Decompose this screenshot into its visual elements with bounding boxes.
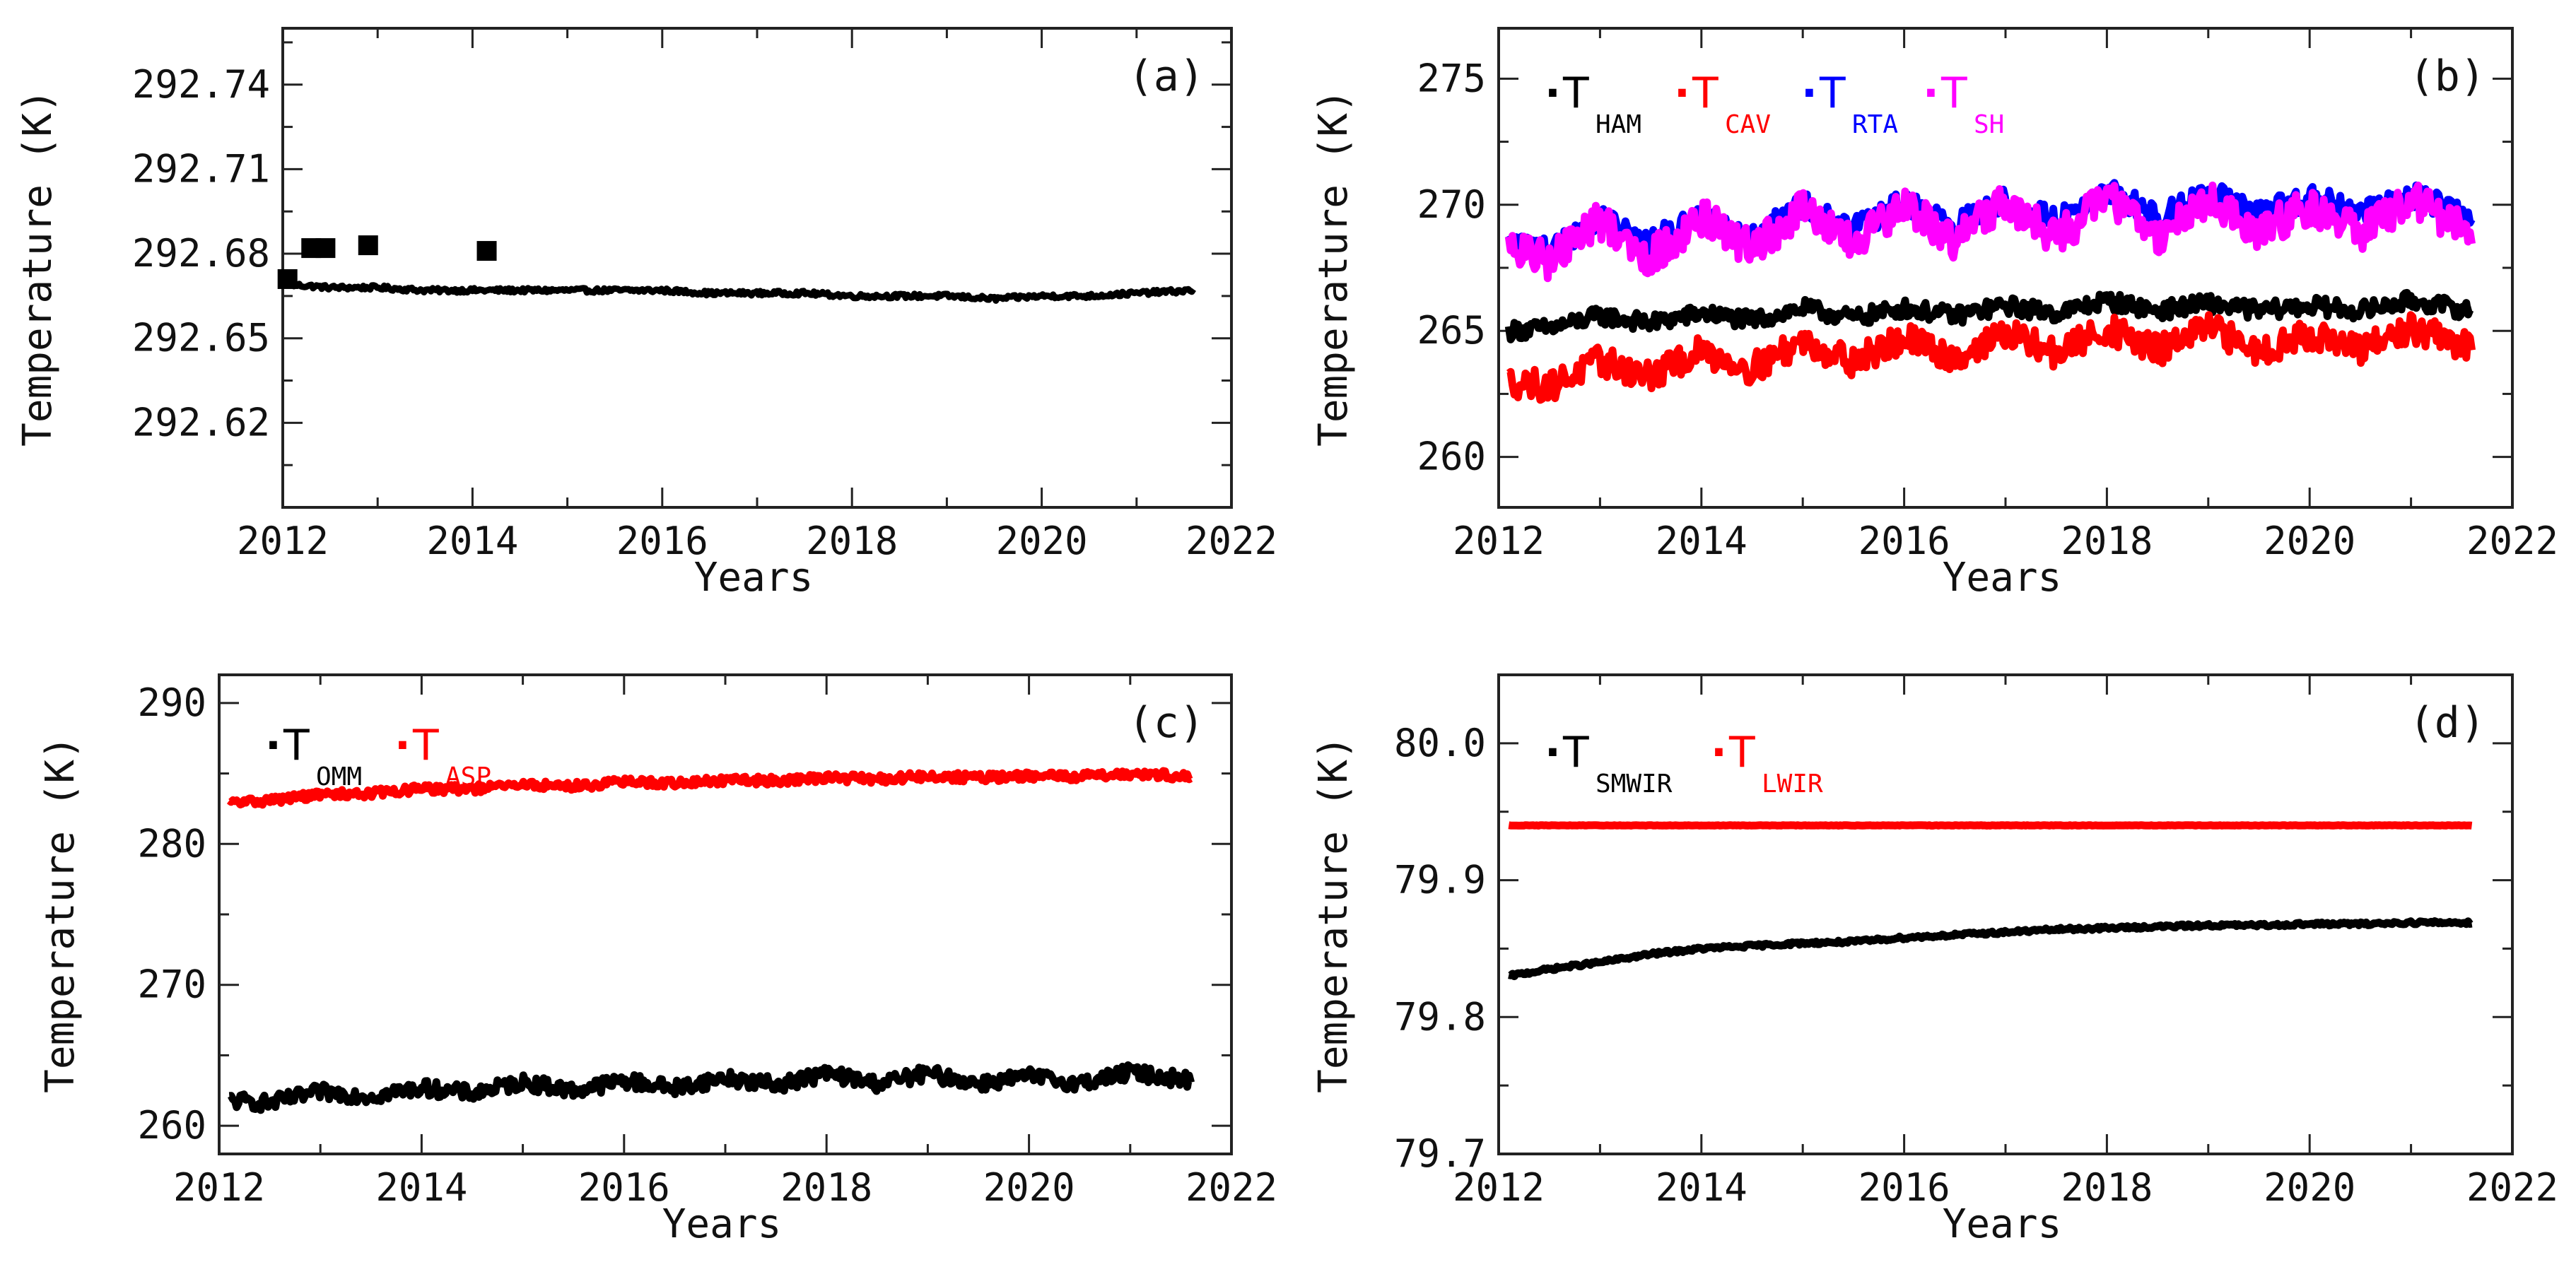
panel-c: 2012 2014 2016 2018 2020 2022 260 270 280 290 Year… (37, 673, 1277, 1247)
x-tick-label: 2020 (2264, 1165, 2355, 1210)
x-tick-label: 2014 (426, 519, 518, 563)
legend-subscript: SH (1974, 110, 2004, 139)
x-tick-label: 2012 (237, 519, 329, 563)
x-axis-title: Years (1943, 555, 2062, 601)
y-tick-label: 280 (137, 821, 206, 866)
plot-frame (1497, 673, 2514, 1155)
legend-label: T (1692, 69, 1719, 118)
data-point (476, 241, 497, 261)
series-line (1506, 311, 2476, 404)
data-point (315, 238, 336, 259)
panel-label: (c) (1128, 698, 1205, 748)
legend-marker: · (265, 721, 281, 770)
x-tick-label: 2014 (1656, 1165, 1747, 1210)
panel-b: 2012 2014 2016 2018 2020 2022 260 265 270 275 Year… (1311, 27, 2558, 601)
y-axis-title: Temperature (K) (15, 89, 61, 447)
legend-marker: · (1545, 728, 1561, 777)
y-tick-label: 292.65 (132, 316, 270, 360)
y-tick-label: 292.74 (132, 62, 270, 107)
panel-label: (b) (2409, 52, 2486, 101)
legend-subscript: RTA (1852, 110, 1898, 139)
panel-label: (d) (2409, 698, 2486, 748)
x-tick-label: 2020 (983, 1165, 1075, 1210)
y-tick-label: 292.62 (132, 400, 270, 444)
y-tick-label: 260 (1417, 435, 1486, 479)
y-tick-label: 79.7 (1394, 1131, 1486, 1176)
y-tick-label: 292.71 (132, 146, 270, 191)
legend-marker: · (1545, 69, 1561, 118)
y-axis-title: Temperature (K) (37, 736, 83, 1093)
x-tick-label: 2022 (2466, 519, 2558, 563)
data-point (358, 235, 378, 256)
legend-label: T (1819, 69, 1846, 118)
x-tick-label: 2016 (578, 1165, 670, 1210)
x-tick-label: 2014 (1656, 519, 1747, 563)
y-tick-label: 260 (137, 1103, 206, 1148)
data-point (277, 269, 298, 289)
y-tick-label: 270 (137, 962, 206, 1007)
series-line (1504, 181, 2476, 283)
y-axis-title: Temperature (K) (1311, 89, 1357, 447)
legend-label: T (1728, 728, 1755, 777)
series-line (1506, 821, 2474, 830)
x-tick-label: 2012 (1453, 519, 1545, 563)
x-tick-label: 2018 (2061, 519, 2153, 563)
legend-marker: · (1923, 69, 1939, 118)
legend-subscript: HAM (1596, 110, 1641, 139)
x-tick-label: 2012 (1453, 1165, 1545, 1210)
x-tick-label: 2016 (616, 519, 708, 563)
legend-label: T (412, 721, 439, 770)
x-axis-title: Years (1943, 1201, 2062, 1247)
x-tick-label: 2018 (2061, 1165, 2153, 1210)
x-tick-label: 2012 (173, 1165, 265, 1210)
x-tick-label: 2018 (780, 1165, 872, 1210)
legend-label: T (283, 721, 310, 770)
x-tick-label: 2016 (1858, 1165, 1950, 1210)
legend-subscript: CAV (1725, 110, 1771, 139)
x-tick-label: 2020 (2264, 519, 2355, 563)
y-tick-label: 79.9 (1394, 858, 1486, 902)
series-line (226, 767, 1193, 809)
legend-subscript: LWIR (1762, 770, 1823, 798)
x-axis-title: Years (694, 555, 814, 601)
x-tick-label: 2014 (375, 1165, 467, 1210)
x-tick-label: 2022 (1185, 1165, 1277, 1210)
legend-label: T (1940, 69, 1967, 118)
x-tick-label: 2020 (996, 519, 1088, 563)
y-tick-label: 270 (1417, 182, 1486, 227)
x-tick-label: 2018 (806, 519, 898, 563)
legend-marker: · (1674, 69, 1690, 118)
legend-label: T (1562, 69, 1589, 118)
panel-d: 2012 2014 2016 2018 2020 2022 79.7 79.8 79.9 80.0… (1311, 673, 2558, 1247)
y-tick-label: 265 (1417, 308, 1486, 353)
series-line (289, 281, 1197, 304)
legend-subscript: ASP (445, 762, 491, 791)
series-line (1506, 917, 2474, 981)
y-tick-label: 80.0 (1394, 721, 1486, 765)
panel-a: 2012 2014 2016 2018 2020 2022 292.62 292.65 292.… (15, 27, 1277, 601)
series-line (1504, 288, 2474, 343)
x-tick-label: 2016 (1858, 519, 1950, 563)
y-tick-label: 292.68 (132, 231, 270, 276)
legend-label: T (1562, 728, 1589, 777)
legend-subscript: SMWIR (1596, 770, 1673, 798)
legend-marker: · (1801, 69, 1817, 118)
series-line (227, 1061, 1195, 1114)
plot-frame (281, 27, 1233, 509)
legend-subscript: OMM (316, 762, 362, 791)
x-tick-label: 2022 (2466, 1165, 2558, 1210)
y-tick-label: 290 (137, 680, 206, 725)
x-tick-label: 2022 (1185, 519, 1277, 563)
panel-label: (a) (1128, 52, 1205, 101)
y-axis-title: Temperature (K) (1311, 736, 1357, 1093)
x-axis-title: Years (662, 1201, 782, 1247)
y-tick-label: 79.8 (1394, 994, 1486, 1039)
legend-marker: · (394, 721, 411, 770)
y-tick-label: 275 (1417, 56, 1486, 100)
legend-marker: · (1711, 728, 1727, 777)
